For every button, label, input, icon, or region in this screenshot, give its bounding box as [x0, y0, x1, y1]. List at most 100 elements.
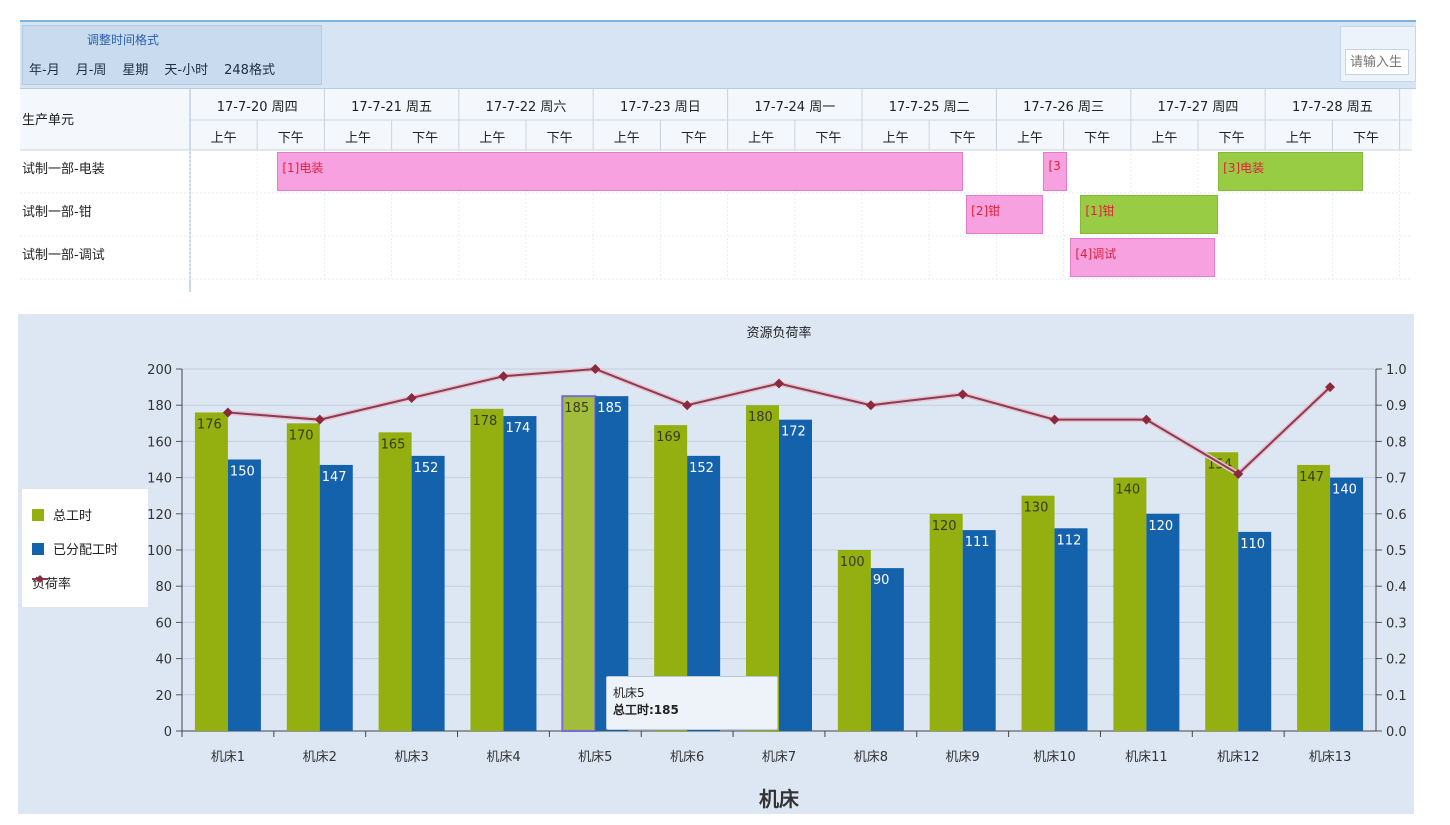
toolbar: 调整时间格式 年-月 月-周 星期 天-小时 248格式: [20, 22, 1416, 89]
y2-tick-label: 0.0: [1386, 725, 1407, 740]
bar-assigned-hours[interactable]: [870, 568, 904, 731]
load-rate-point[interactable]: [865, 400, 876, 411]
y2-tick-label: 0.9: [1386, 399, 1407, 414]
half-day-header: 上午: [1151, 131, 1178, 146]
x-axis-title: 机床: [759, 787, 800, 811]
bar-total-hours[interactable]: [561, 395, 597, 733]
bar-total-hours[interactable]: [1021, 495, 1055, 731]
gantt-row-label: 试制一部-电装: [22, 162, 105, 177]
gantt-task-bar[interactable]: [3: [1043, 152, 1067, 191]
bar-total-hours[interactable]: [378, 432, 412, 731]
format-button-2[interactable]: 星期: [122, 63, 149, 78]
bar-assigned-hours[interactable]: [1330, 477, 1364, 731]
half-day-header: 下午: [546, 131, 573, 146]
x-tick-label: 机床10: [1033, 750, 1076, 765]
bar-value-label: 130: [1024, 501, 1049, 516]
format-button-1[interactable]: 月-周: [75, 63, 107, 78]
bar-total-hours[interactable]: [837, 550, 871, 731]
format-button-3[interactable]: 天-小时: [164, 63, 209, 78]
bar-value-label: 185: [564, 401, 589, 416]
bar-total-hours[interactable]: [194, 412, 228, 731]
search-input[interactable]: [1345, 49, 1409, 75]
load-rate-point[interactable]: [682, 400, 693, 411]
bar-value-label: 150: [230, 465, 255, 480]
bar-assigned-hours[interactable]: [503, 416, 537, 731]
y2-tick-label: 1.0: [1386, 363, 1407, 378]
gantt-task-bar[interactable]: [2]钳: [966, 195, 1044, 234]
load-rate-point[interactable]: [1141, 414, 1152, 425]
x-tick-label: 机床5: [578, 750, 612, 765]
bar-total-hours[interactable]: [1297, 464, 1331, 731]
bar-value-label: 176: [197, 417, 222, 432]
load-rate-point[interactable]: [498, 371, 509, 382]
load-rate-point[interactable]: [1325, 382, 1336, 393]
gantt-task-bar[interactable]: [4]调试: [1070, 238, 1215, 277]
half-day-header: 上午: [613, 131, 640, 146]
y2-tick-label: 0.5: [1386, 544, 1407, 559]
bar-assigned-hours[interactable]: [319, 464, 353, 731]
y2-tick-label: 0.8: [1386, 435, 1407, 450]
bar-value-label: 170: [289, 428, 314, 443]
bar-value-label: 120: [932, 519, 957, 534]
legend-item[interactable]: 已分配工时: [32, 539, 118, 558]
bar-total-hours[interactable]: [1205, 452, 1239, 731]
bar-value-label: 110: [1240, 537, 1265, 552]
bar-value-label: 185: [597, 401, 622, 416]
bar-assigned-hours[interactable]: [1054, 528, 1088, 731]
half-day-header: 下午: [815, 131, 842, 146]
y2-tick-label: 0.6: [1386, 508, 1407, 523]
bar-total-hours[interactable]: [929, 513, 963, 731]
bar-total-hours[interactable]: [470, 408, 504, 731]
bar-total-hours[interactable]: [1113, 477, 1147, 731]
time-format-buttons: 年-月 月-周 星期 天-小时 248格式: [29, 59, 275, 78]
format-button-0[interactable]: 年-月: [29, 63, 60, 78]
gantt-row-label: 试制一部-钳: [22, 205, 92, 220]
x-tick-label: 机床9: [946, 750, 980, 765]
load-rate-point[interactable]: [314, 414, 325, 425]
day-header: 17-7-23 周日: [619, 100, 701, 115]
x-tick-label: 机床6: [670, 750, 704, 765]
load-rate-point[interactable]: [1049, 414, 1060, 425]
gantt-task-bar[interactable]: [1]钳: [1080, 195, 1219, 234]
day-header: 17-7-24 周一: [754, 100, 836, 115]
load-rate-point[interactable]: [957, 389, 968, 400]
format-button-4[interactable]: 248格式: [224, 63, 275, 78]
half-day-header: 下午: [1352, 131, 1379, 146]
gantt-task-bar[interactable]: [3]电装: [1218, 152, 1363, 191]
load-rate-point[interactable]: [222, 407, 233, 418]
half-day-header: 下午: [949, 131, 976, 146]
bar-value-label: 112: [1057, 533, 1082, 548]
bar-assigned-hours[interactable]: [1238, 531, 1272, 731]
legend-swatch: [32, 575, 48, 583]
bar-assigned-hours[interactable]: [595, 396, 629, 731]
y2-tick-label: 0.3: [1386, 616, 1407, 631]
half-day-header: 下午: [412, 131, 439, 146]
load-rate-point[interactable]: [774, 378, 784, 389]
bar-assigned-hours[interactable]: [962, 530, 996, 731]
bar-assigned-hours[interactable]: [227, 459, 261, 732]
gantt-task-bar[interactable]: [1]电装: [277, 152, 963, 191]
y-tick-label: 180: [147, 399, 172, 414]
y-tick-label: 100: [147, 544, 172, 559]
load-rate-point[interactable]: [1233, 468, 1244, 479]
load-rate-point[interactable]: [590, 364, 601, 374]
bar-value-label: 174: [505, 421, 530, 436]
y-tick-label: 160: [147, 435, 172, 450]
unit-column-header: 生产单元: [22, 113, 75, 128]
tooltip-value: 总工时:185: [613, 703, 679, 717]
bar-assigned-hours[interactable]: [779, 419, 812, 731]
bar-value-label: 140: [1332, 483, 1357, 498]
legend-item[interactable]: 总工时: [32, 505, 92, 524]
day-header: 17-7-27 周四: [1157, 100, 1239, 115]
y-tick-label: 0: [164, 725, 172, 740]
load-rate-point[interactable]: [406, 392, 417, 403]
x-tick-label: 机床2: [303, 750, 337, 765]
bar-value-label: 165: [381, 437, 406, 452]
half-day-header: 上午: [344, 131, 371, 146]
bar-assigned-hours[interactable]: [411, 455, 445, 731]
half-day-header: 下午: [1218, 131, 1245, 146]
bar-total-hours[interactable]: [286, 423, 320, 731]
legend-item[interactable]: 负荷率: [32, 573, 71, 592]
bar-assigned-hours[interactable]: [1146, 513, 1180, 731]
legend-label: 已分配工时: [53, 543, 119, 558]
